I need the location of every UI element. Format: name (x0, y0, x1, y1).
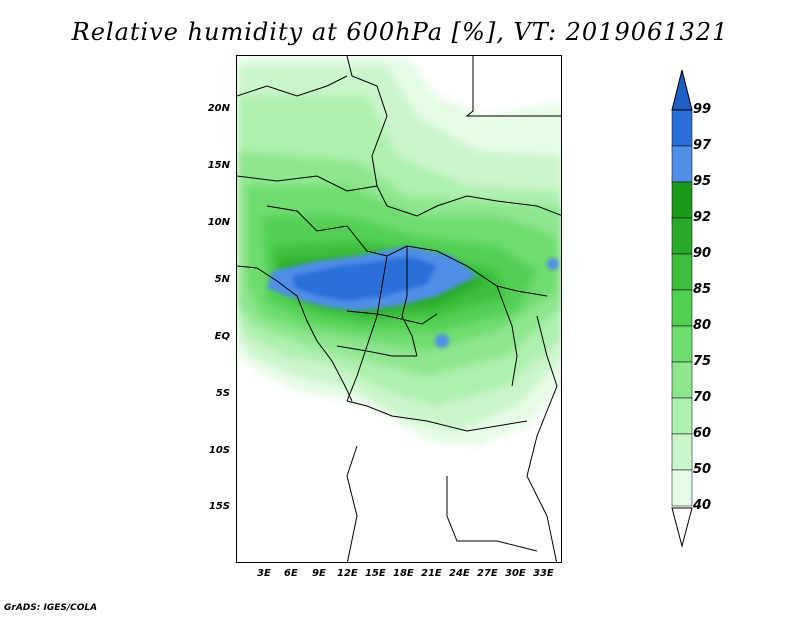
colorbar-segment (671, 145, 693, 183)
lat-tick-label: 15N (207, 160, 230, 171)
colorbar-label: 80 (693, 318, 712, 333)
colorbar-label: 85 (693, 282, 712, 297)
lon-tick-label: 33E (533, 568, 554, 579)
rh-97-region (292, 256, 437, 301)
lon-tick-label: 27E (477, 568, 498, 579)
border-line (386, 195, 561, 217)
lon-tick-label: 15E (365, 568, 386, 579)
lat-tick-label: 10N (207, 217, 230, 228)
colorbar (671, 70, 693, 548)
border-line (346, 445, 358, 562)
lon-tick-label: 12E (337, 568, 358, 579)
colorbar-label: 50 (693, 462, 712, 477)
lon-tick-label: 18E (393, 568, 414, 579)
colorbar-bottom-arrow (671, 507, 693, 548)
colorbar-segments (671, 109, 693, 507)
colorbar-segment (671, 469, 693, 507)
lat-tick-label: 10S (208, 445, 230, 456)
lat-tick-label: EQ (214, 331, 230, 342)
colorbar-segment (671, 181, 693, 219)
lon-tick-label: 30E (505, 568, 526, 579)
colorbar-label: 75 (693, 354, 712, 369)
colorbar-label: 60 (693, 426, 712, 441)
border-line (266, 205, 548, 297)
colorbar-segment (671, 109, 693, 147)
lat-tick-label: 20N (207, 103, 230, 114)
colorbar-segment (671, 289, 693, 327)
colorbar-label: 97 (693, 138, 712, 153)
map-panel (236, 55, 562, 563)
border-line (346, 255, 388, 402)
colorbar-segment (671, 325, 693, 363)
grads-credit: GrADS: IGES/COLA (4, 603, 98, 613)
colorbar-label: 90 (693, 246, 712, 261)
lat-tick-label: 5N (214, 274, 230, 285)
colorbar-segment (671, 397, 693, 435)
colorbar-label: 92 (693, 210, 712, 225)
map-title: Relative humidity at 600hPa [%], VT: 201… (71, 18, 729, 46)
colorbar-label: 99 (693, 102, 712, 117)
border-line (401, 246, 418, 357)
lat-tick-label: 5S (215, 388, 230, 399)
border-line (237, 265, 353, 402)
humidity-map (237, 56, 561, 562)
border-line (237, 175, 378, 192)
colorbar-segment (671, 217, 693, 255)
border-line (446, 476, 538, 552)
colorbar-segment (671, 433, 693, 471)
lat-tick-label: 15S (208, 501, 230, 512)
border-line (237, 75, 348, 97)
border-line (526, 315, 558, 562)
lon-tick-label: 3E (257, 568, 271, 579)
lon-tick-label: 9E (312, 568, 326, 579)
border-line (346, 310, 438, 325)
lon-tick-label: 6E (284, 568, 298, 579)
country-borders (237, 56, 561, 562)
border-line (496, 285, 518, 387)
rh-97-cell (435, 334, 449, 348)
colorbar-label: 40 (693, 498, 712, 513)
colorbar-segment (671, 253, 693, 291)
colorbar-label: 95 (693, 174, 712, 189)
colorbar-segment (671, 361, 693, 399)
lon-tick-label: 24E (449, 568, 470, 579)
colorbar-top-arrow (671, 70, 693, 111)
border-line (465, 56, 561, 117)
border-line (346, 400, 528, 432)
colorbar-label: 70 (693, 390, 712, 405)
border-line (336, 345, 417, 357)
rh-97-cell (547, 258, 559, 270)
lon-tick-label: 21E (421, 568, 442, 579)
